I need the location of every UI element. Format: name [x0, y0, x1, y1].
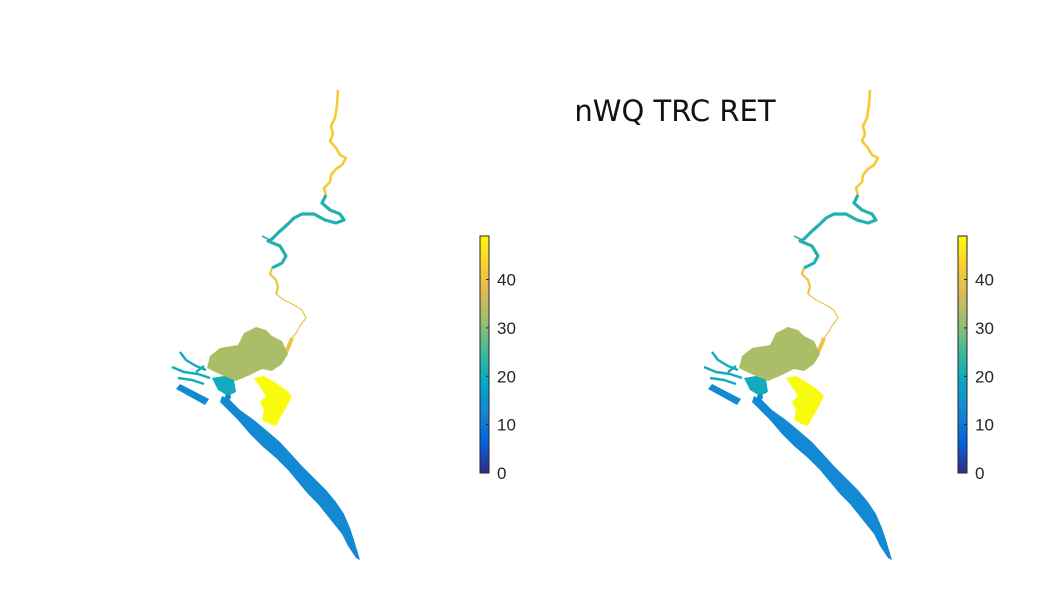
colorbar-tick-label: 30	[975, 319, 994, 338]
colorbar-tick-label: 10	[497, 416, 516, 435]
map-right	[702, 88, 894, 562]
colorbar-tick-label: 20	[497, 367, 516, 386]
colorbar-left-ticks: 0 10 20 30 40	[486, 271, 516, 483]
colorbar-tick-label: 0	[497, 464, 506, 483]
colorbar-tick-label: 30	[497, 319, 516, 338]
figure-title: nWQ TRC RET	[574, 94, 776, 128]
colorbar-tick-label: 40	[497, 271, 516, 290]
colorbar-right-ticks: 0 10 20 30 40	[964, 271, 994, 483]
map-left	[170, 88, 362, 562]
colorbar-tick-label: 20	[975, 367, 994, 386]
colorbar-tick-label: 10	[975, 416, 994, 435]
colorbar-left: 0 10 20 30 40	[479, 235, 516, 483]
colorbar-right: 0 10 20 30 40	[957, 235, 994, 483]
colorbar-tick-label: 0	[975, 464, 984, 483]
colorbar-tick-label: 40	[975, 271, 994, 290]
